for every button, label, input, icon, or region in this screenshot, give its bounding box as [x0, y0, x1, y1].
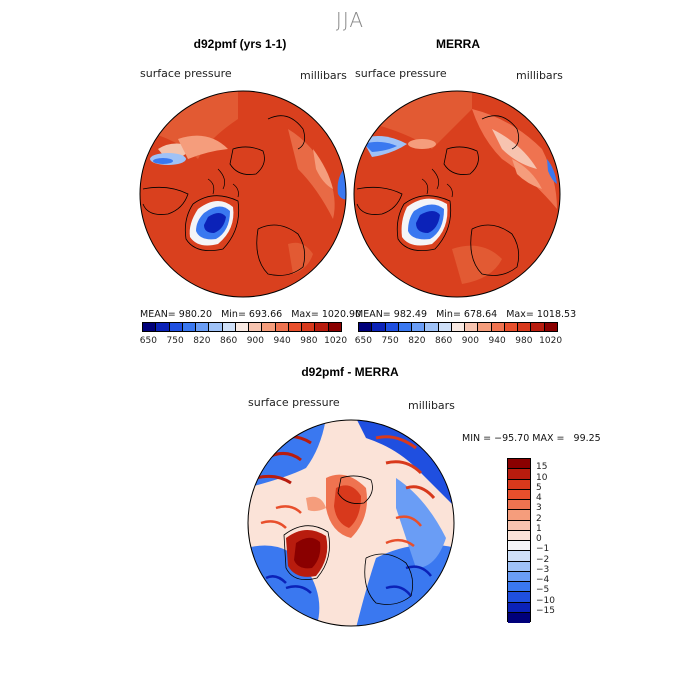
colorbar-swatch [398, 323, 413, 331]
colorbar-swatch [222, 323, 236, 331]
colorbar-tick-label: 3 [536, 503, 542, 514]
colorbar-tick-label: 820 [408, 336, 426, 346]
colorbar-tick-label: 650 [354, 336, 372, 346]
colorbar-swatch [508, 551, 530, 562]
colorbar-swatch [518, 323, 532, 331]
colorbar-tick-label: 15 [536, 462, 548, 473]
colorbar-tick-label: −10 [536, 595, 555, 606]
colorbar-swatch [143, 323, 157, 331]
difference-colorbar-ticks: 15 10 5 4 3 2 1 0 −1 −2 −3 −4 −5 −10 −15 [536, 458, 576, 622]
colorbar-tick-label: 980 [515, 336, 533, 346]
diff-variable: surface pressure [248, 396, 340, 409]
colorbar-tick-label: 1 [536, 523, 542, 534]
colorbar-tick-label: 900 [461, 336, 479, 346]
colorbar-tick-label: −2 [536, 554, 550, 565]
colorbar-swatch [508, 520, 530, 531]
diff-units: millibars [408, 399, 455, 412]
colorbar-swatch [465, 323, 479, 331]
colorbar-tick-label: 5 [536, 482, 542, 493]
colorbar-tick-label: 900 [246, 336, 264, 346]
polar-map-merra [353, 90, 561, 298]
colorbar-tick-label: 940 [488, 336, 506, 346]
colorbar-swatch [504, 323, 519, 331]
colorbar-swatch [385, 323, 399, 331]
colorbar-tick-label: 4 [536, 493, 542, 503]
pressure-colorbar-merra [358, 322, 558, 332]
colorbar-swatch [508, 459, 530, 470]
panel-variable-model: surface pressure [140, 67, 232, 80]
colorbar-swatch [508, 500, 530, 511]
colorbar-swatch [508, 479, 530, 490]
difference-colorbar [507, 458, 531, 623]
colorbar-swatch [425, 323, 439, 331]
colorbar-tick-label: 980 [300, 336, 318, 346]
panel-stats-merra: MEAN= 982.49 Min= 678.64 Max= 1018.53 [355, 309, 577, 320]
colorbar-swatch [438, 323, 452, 331]
polar-map-model [139, 90, 347, 298]
polar-map-difference [247, 419, 455, 627]
colorbar-swatch [508, 602, 530, 613]
colorbar-swatch [544, 323, 557, 331]
colorbar-swatch [508, 612, 530, 623]
panel-units-merra: millibars [516, 69, 563, 82]
colorbar-tick-label: 2 [536, 513, 542, 524]
colorbar-tick-label: −15 [536, 605, 555, 616]
colorbar-swatch [412, 323, 426, 331]
colorbar-swatch [508, 489, 530, 500]
colorbar-swatch [196, 323, 210, 331]
colorbar-swatch [156, 323, 170, 331]
colorbar-swatch [359, 323, 373, 331]
colorbar-swatch [209, 323, 223, 331]
colorbar-swatch [302, 323, 316, 331]
colorbar-swatch [328, 323, 341, 331]
colorbar-tick-label: 860 [435, 336, 453, 346]
colorbar-swatch [508, 592, 530, 603]
colorbar-swatch [508, 541, 530, 552]
colorbar-tick-label: 860 [220, 336, 238, 346]
panel-title-merra: MERRA [436, 37, 480, 51]
colorbar-swatch [531, 323, 545, 331]
colorbar-tick-label: 650 [139, 336, 157, 346]
colorbar-swatch [508, 469, 530, 480]
panel-units-model: millibars [300, 69, 347, 82]
colorbar-tick-label: 0 [536, 534, 542, 544]
colorbar-swatch [262, 323, 276, 331]
pressure-colorbar-model [142, 322, 342, 332]
pressure-colorbar-ticks-model: 650 750 820 860 900 940 980 1020 [135, 336, 349, 346]
colorbar-tick-label: −4 [536, 575, 550, 585]
colorbar-swatch [182, 323, 197, 331]
pressure-colorbar-ticks-merra: 650 750 820 860 900 940 980 1020 [350, 336, 564, 346]
colorbar-swatch [315, 323, 329, 331]
diff-title: d92pmf - MERRA [301, 365, 399, 379]
colorbar-swatch [508, 561, 530, 572]
colorbar-swatch [508, 571, 530, 582]
panel-variable-merra: surface pressure [355, 67, 447, 80]
colorbar-swatch [249, 323, 263, 331]
colorbar-swatch [169, 323, 183, 331]
colorbar-tick-label: 1020 [324, 336, 348, 346]
colorbar-tick-label: 10 [536, 472, 548, 483]
panel-title-model: d92pmf (yrs 1-1) [193, 37, 287, 51]
colorbar-tick-label: 750 [381, 336, 399, 346]
colorbar-tick-label: 750 [166, 336, 184, 346]
colorbar-tick-label: −1 [536, 544, 550, 555]
colorbar-swatch [372, 323, 386, 331]
diff-minmax: MIN = −95.70 MAX = 99.25 [462, 433, 601, 444]
colorbar-swatch [235, 323, 250, 331]
colorbar-swatch [451, 323, 466, 331]
colorbar-tick-label: −5 [536, 585, 550, 596]
colorbar-swatch [508, 582, 530, 593]
colorbar-tick-label: 1020 [539, 336, 563, 346]
colorbar-swatch [491, 323, 505, 331]
colorbar-tick-label: 940 [273, 336, 291, 346]
colorbar-tick-label: 820 [193, 336, 211, 346]
colorbar-tick-label: −3 [536, 564, 550, 575]
colorbar-swatch [508, 530, 530, 541]
colorbar-swatch [478, 323, 492, 331]
colorbar-swatch [508, 510, 530, 521]
colorbar-swatch [275, 323, 289, 331]
season-title: JJA [335, 8, 365, 32]
colorbar-swatch [288, 323, 303, 331]
panel-stats-model: MEAN= 980.20 Min= 693.66 Max= 1020.90 [140, 309, 362, 320]
